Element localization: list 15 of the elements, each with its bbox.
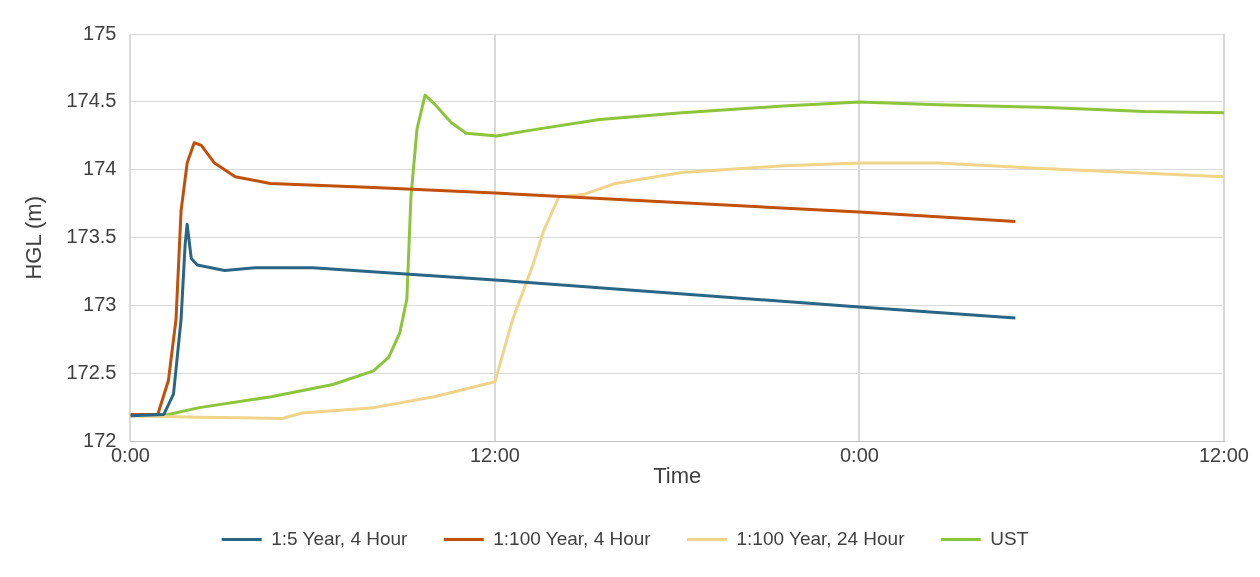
y-tick-label: 174 bbox=[83, 157, 117, 180]
x-tick-label: 12:00 bbox=[469, 444, 520, 467]
legend-label: 1:5 Year, 4 Hour bbox=[271, 527, 409, 549]
y-tick-label: 175 bbox=[83, 21, 117, 44]
legend-label: 1:100 Year, 24 Hour bbox=[736, 527, 906, 549]
y-tick-label: 172.5 bbox=[66, 361, 117, 384]
legend-label: 1:100 Year, 4 Hour bbox=[493, 527, 652, 549]
x-tick-label: 0:00 bbox=[840, 444, 879, 467]
y-tick-label: 173 bbox=[83, 293, 117, 316]
x-tick-label: 12:00 bbox=[1198, 444, 1250, 467]
x-axis-title: Time bbox=[653, 462, 702, 488]
y-axis-title: HGL (m) bbox=[21, 196, 47, 280]
y-tick-label: 173.5 bbox=[66, 225, 117, 248]
legend-label: UST bbox=[990, 527, 1029, 549]
y-tick-label: 174.5 bbox=[66, 89, 117, 112]
